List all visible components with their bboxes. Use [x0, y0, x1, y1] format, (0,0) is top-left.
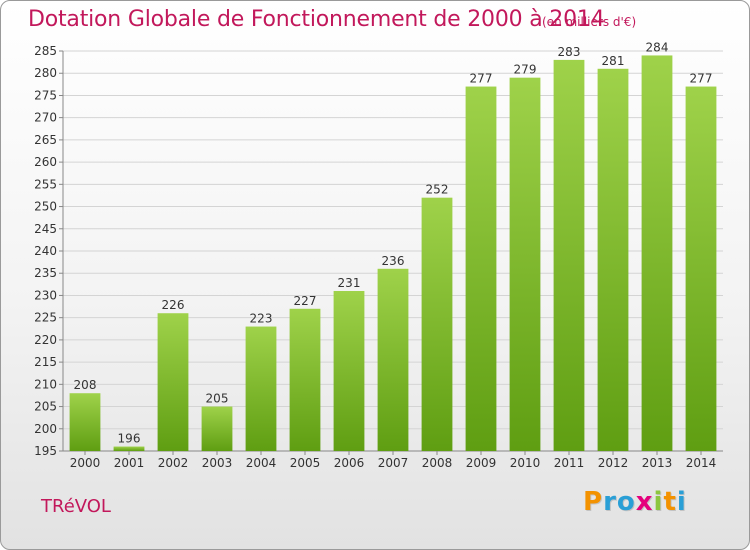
y-tick-label: 225 [34, 311, 57, 325]
chart-unit: (en milliers d'€) [542, 15, 637, 29]
x-tick-label: 2008 [422, 456, 453, 470]
logo-letter: o [616, 487, 636, 517]
y-tick-label: 205 [34, 400, 57, 414]
bar-2006 [333, 291, 365, 451]
y-tick-label: 265 [34, 133, 57, 147]
commune-name: TRéVOL [41, 496, 111, 517]
bar-2000 [69, 393, 101, 451]
bar-value-label: 277 [690, 72, 713, 86]
y-tick-label: 245 [34, 222, 57, 236]
y-tick-label: 235 [34, 266, 57, 280]
x-tick-label: 2009 [466, 456, 497, 470]
bar-value-label: 226 [162, 298, 185, 312]
bar-value-label: 279 [514, 63, 537, 77]
bar-2010 [509, 77, 541, 452]
bar-2011 [553, 59, 585, 452]
bar-value-label: 283 [558, 45, 581, 59]
y-tick-label: 285 [34, 44, 57, 58]
x-tick-label: 2011 [554, 456, 585, 470]
y-tick-label: 230 [34, 288, 57, 302]
bar-2014 [685, 86, 717, 452]
bar-2002 [157, 313, 189, 451]
proxiti-logo: Proxiti [583, 487, 687, 517]
y-tick-label: 250 [34, 200, 57, 214]
logo-letter: r [603, 487, 617, 517]
logo-letter: i [676, 487, 687, 517]
bar-2001 [113, 446, 145, 451]
x-tick-label: 2002 [158, 456, 189, 470]
x-tick-label: 2001 [114, 456, 145, 470]
bar-2008 [421, 197, 453, 451]
bar-value-label: 196 [118, 432, 141, 446]
bar-value-label: 236 [382, 254, 405, 268]
x-tick-label: 2003 [202, 456, 233, 470]
bar-2012 [597, 68, 629, 452]
x-tick-label: 2007 [378, 456, 409, 470]
logo-letter: t [663, 487, 677, 517]
bar-value-label: 231 [338, 276, 361, 290]
bar-value-label: 284 [646, 40, 669, 54]
chart-title: Dotation Globale de Fonctionnement de 20… [28, 7, 605, 32]
y-tick-label: 270 [34, 111, 57, 125]
bar-value-label: 208 [74, 378, 97, 392]
bar-value-label: 252 [426, 183, 449, 197]
logo-letter: P [583, 487, 604, 517]
bar-2007 [377, 268, 409, 451]
x-tick-label: 2014 [686, 456, 717, 470]
x-tick-label: 2004 [246, 456, 277, 470]
x-tick-label: 2013 [642, 456, 673, 470]
y-tick-label: 200 [34, 422, 57, 436]
y-tick-label: 255 [34, 177, 57, 191]
logo-letter: i [653, 487, 664, 517]
bar-2005 [289, 308, 321, 451]
y-tick-label: 280 [34, 66, 57, 80]
x-tick-label: 2012 [598, 456, 629, 470]
x-tick-label: 2010 [510, 456, 541, 470]
bar-2003 [201, 406, 233, 451]
y-tick-label: 260 [34, 155, 57, 169]
bar-value-label: 205 [206, 392, 229, 406]
y-tick-label: 275 [34, 88, 57, 102]
y-tick-label: 240 [34, 244, 57, 258]
x-tick-label: 2006 [334, 456, 365, 470]
bar-value-label: 277 [470, 72, 493, 86]
bar-2009 [465, 86, 497, 452]
y-tick-label: 220 [34, 333, 57, 347]
logo-letter: x [635, 487, 654, 517]
y-tick-label: 210 [34, 377, 57, 391]
x-tick-label: 2000 [70, 456, 101, 470]
y-tick-label: 195 [34, 444, 57, 458]
bar-2013 [641, 55, 673, 451]
y-tick-label: 215 [34, 355, 57, 369]
x-tick-label: 2005 [290, 456, 321, 470]
bar-value-label: 227 [294, 294, 317, 308]
bar-value-label: 281 [602, 54, 625, 68]
bar-2004 [245, 326, 277, 451]
bar-value-label: 223 [250, 312, 273, 326]
